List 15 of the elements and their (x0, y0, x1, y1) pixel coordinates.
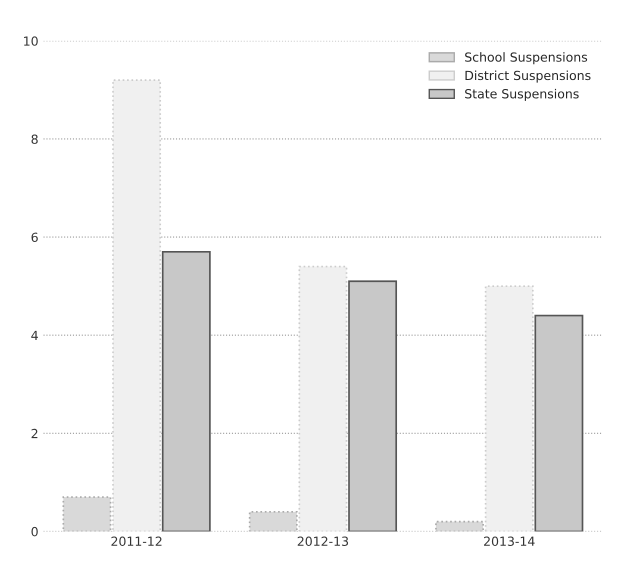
bar (435, 520, 484, 532)
x-tick-label: 2013-14 (484, 536, 535, 546)
y-tick-label: 8 (32, 134, 38, 144)
legend-label: School Suspensions (465, 52, 588, 64)
legend-label: State Suspensions (465, 88, 579, 101)
bar (248, 510, 298, 532)
y-tick-label: 10 (24, 36, 38, 46)
y-tick-label: 6 (32, 232, 38, 242)
x-tick-label: 2012-13 (298, 536, 348, 546)
y-tick-label: 0 (31, 526, 38, 536)
y-tick-label: 2 (32, 428, 38, 438)
x-tick-label: 2011-12 (111, 536, 162, 546)
y-tick-label: 4 (31, 330, 38, 340)
legend-label: District Suspensions (465, 70, 591, 83)
bar (62, 496, 112, 532)
